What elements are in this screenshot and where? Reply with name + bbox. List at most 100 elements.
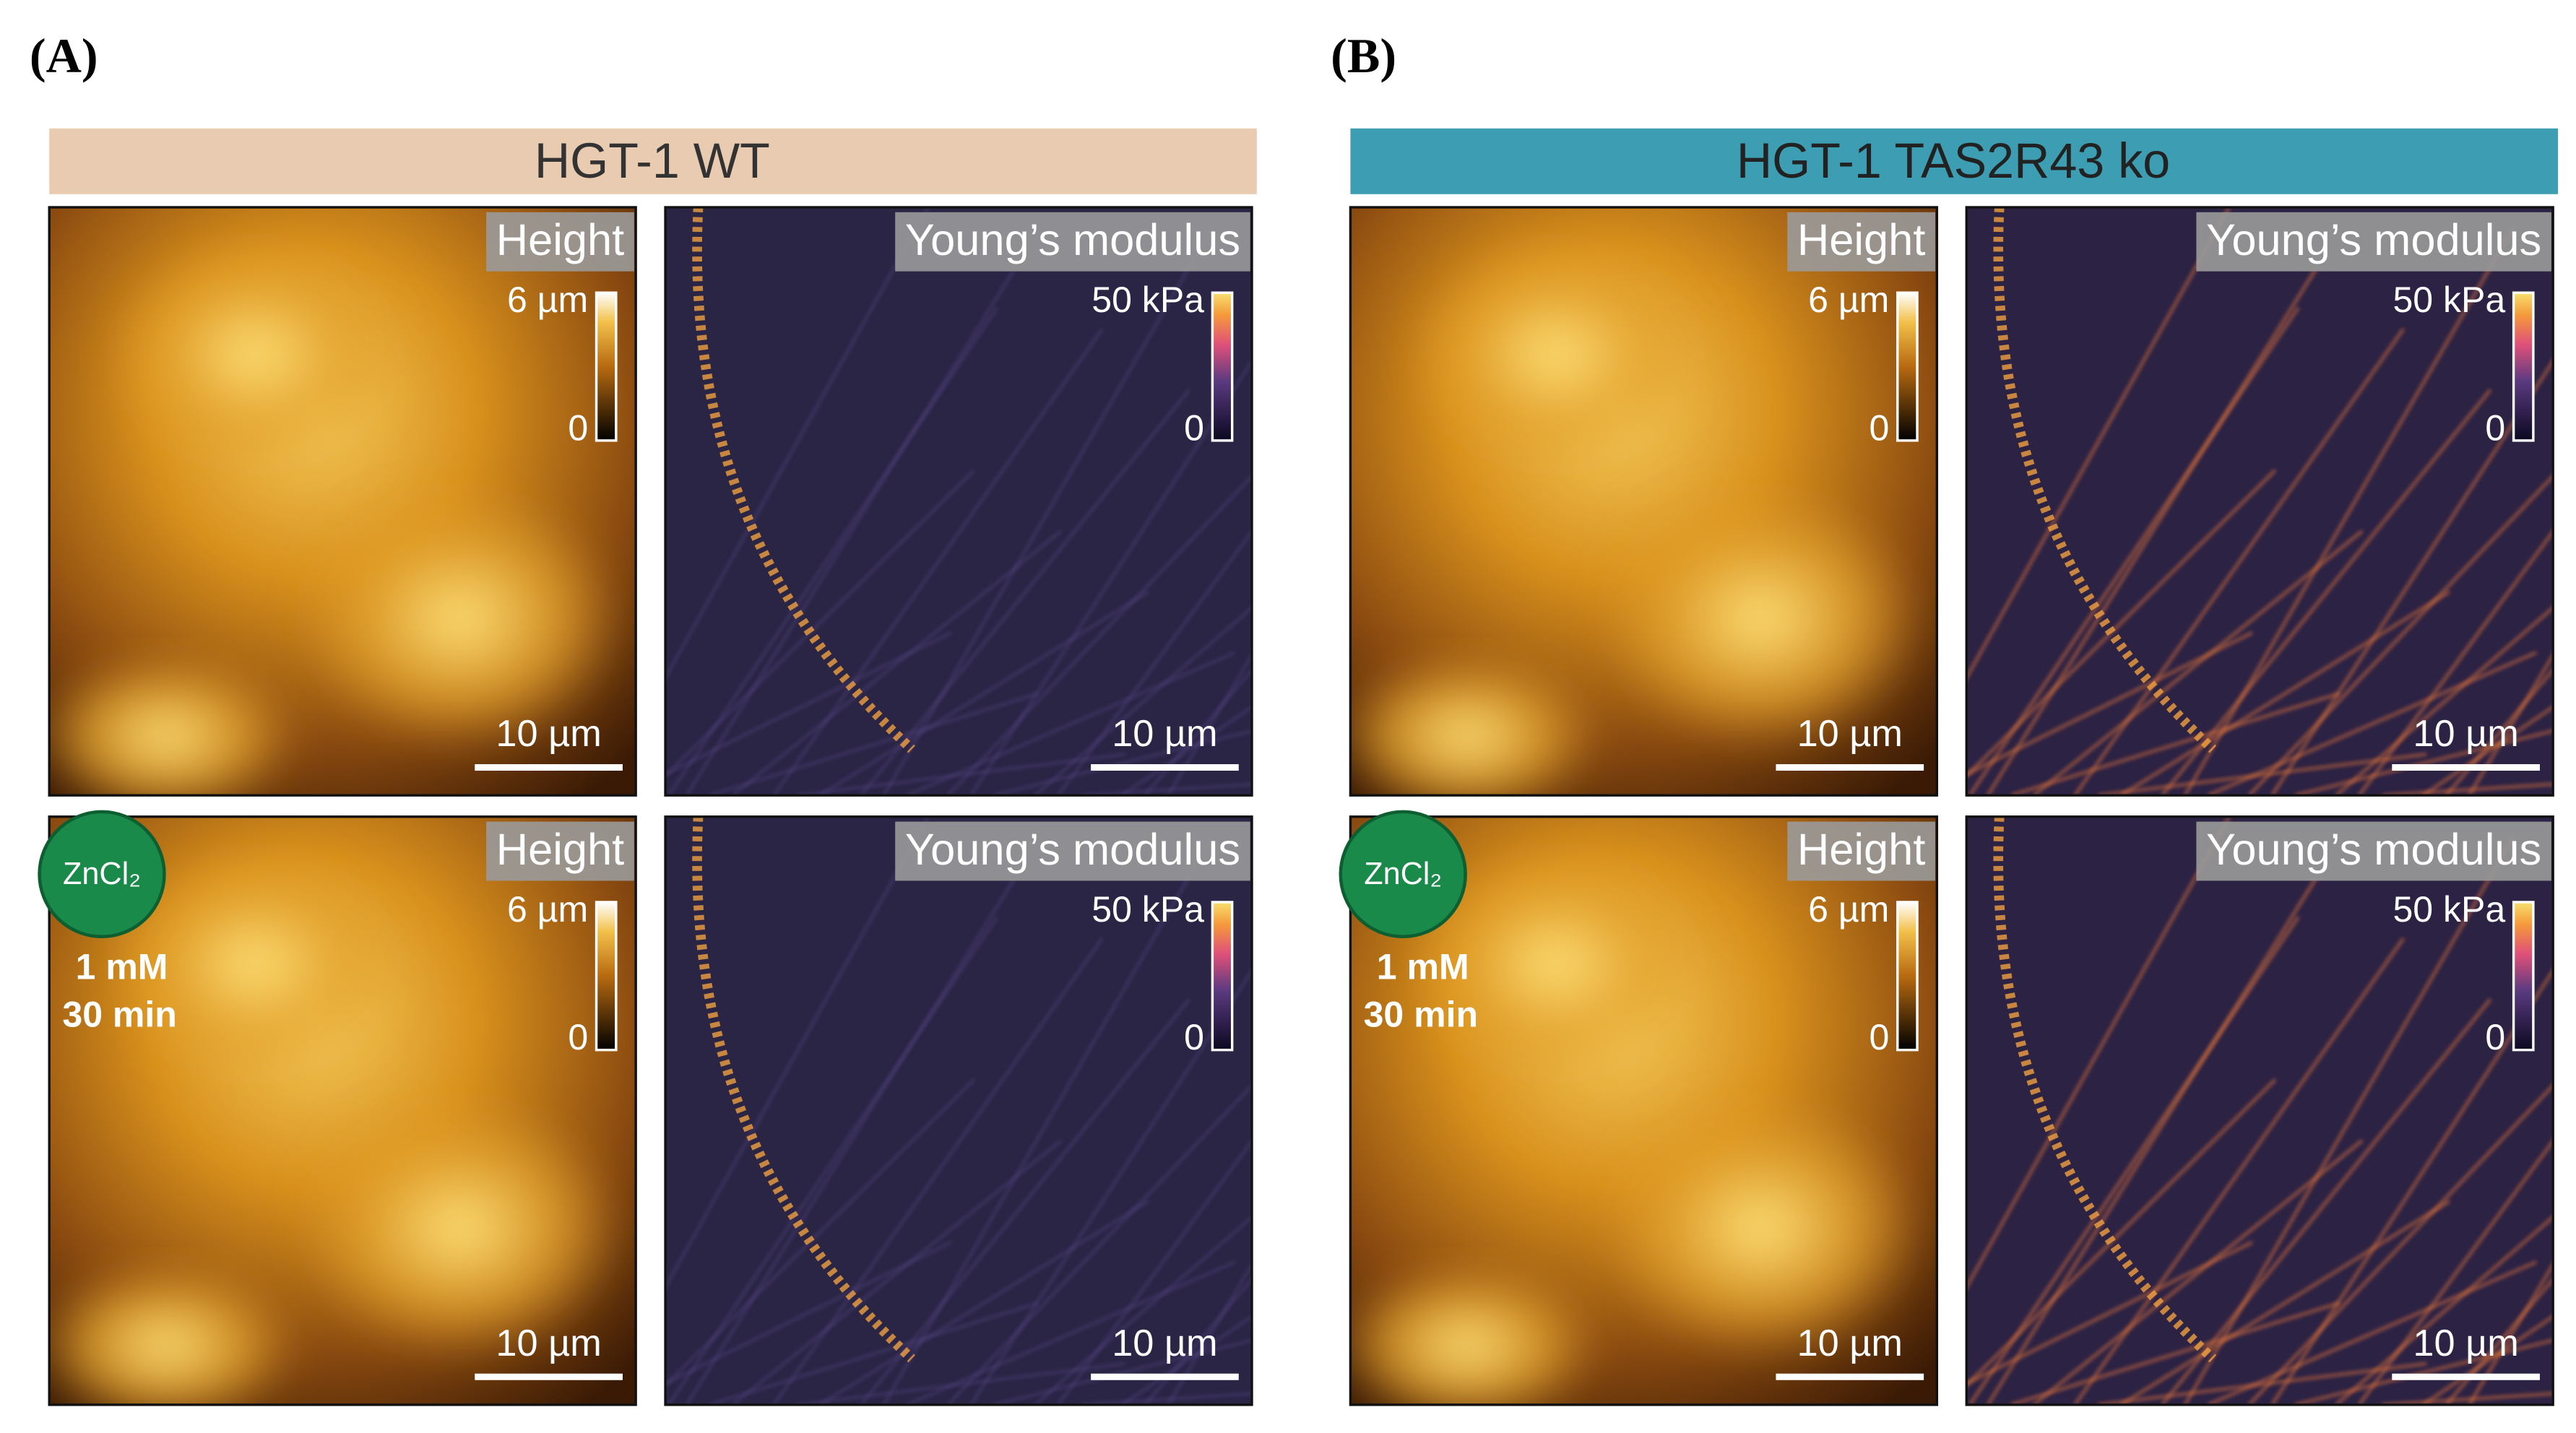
fiber	[1081, 1392, 1252, 1405]
fiber	[665, 207, 930, 680]
fiber	[709, 1302, 1039, 1405]
image-title: Height	[496, 825, 624, 875]
title-box	[2196, 212, 2551, 272]
title-box	[895, 821, 1250, 881]
image-title: Young’s modulus	[2206, 215, 2541, 265]
image-title: Height	[1797, 215, 1925, 265]
fiber	[1144, 1277, 1252, 1405]
scale-bar-label: 10 µm	[496, 1322, 601, 1364]
header-title: HGT-1 WT	[535, 134, 770, 189]
fiber	[1167, 1262, 1252, 1405]
title-box	[2196, 821, 2551, 881]
colorbar-max: 6 µm	[1808, 889, 1889, 930]
fiber	[1034, 1215, 1252, 1405]
treatment-duration: 30 min	[1364, 994, 1478, 1034]
fiber	[2247, 1083, 2554, 1405]
cell-edge	[1993, 816, 2217, 1363]
cell-blob	[49, 1263, 298, 1405]
afm-image: Young’s modulus 50 kPa 0 10 µm	[664, 815, 1253, 1406]
image-title: Young’s modulus	[905, 215, 1240, 265]
scale-bar-label: 10 µm	[2413, 713, 2518, 755]
header-title: HGT-1 TAS2R43 ko	[1737, 134, 2170, 189]
fiber	[2294, 729, 2554, 796]
fiber	[993, 1338, 1252, 1405]
cell-blob	[1350, 654, 1599, 796]
fiber	[2270, 358, 2554, 796]
cell-blob	[49, 654, 298, 796]
fiber	[2161, 997, 2492, 1405]
fiber	[686, 876, 1016, 1405]
afm-image: Height 6 µm 0 10 µm ZnCl₂ 1 mM 30 min	[38, 810, 637, 1406]
cell-blob	[1407, 239, 1704, 469]
colorbar-max: 50 kPa	[2393, 889, 2505, 930]
fiber	[2335, 605, 2554, 796]
image-content	[1350, 207, 1937, 796]
image-border	[1349, 815, 1939, 1406]
fiber	[2010, 691, 2341, 796]
image-border	[1965, 815, 2554, 1406]
fiber	[2357, 529, 2554, 796]
treatment-concentration: 1 mM	[1377, 946, 1469, 987]
colorbar	[1211, 901, 1234, 1052]
fiber	[2382, 782, 2554, 796]
fiber	[2097, 1361, 2427, 1405]
title-box	[486, 821, 634, 881]
image-border	[664, 815, 1253, 1406]
fiber	[818, 1200, 1149, 1405]
cell-blob	[1350, 1263, 1599, 1405]
image-title: Young’s modulus	[2206, 825, 2541, 875]
scale-bar-label: 10 µm	[1797, 713, 1903, 755]
fiber	[906, 1260, 1236, 1405]
colorbar-max: 50 kPa	[1092, 280, 1204, 320]
fiber	[2468, 1261, 2554, 1405]
fiber	[1968, 306, 2300, 796]
fiber	[2335, 1215, 2554, 1405]
fiber	[818, 590, 1149, 796]
image-content	[1966, 816, 2554, 1405]
fiber	[2033, 529, 2364, 796]
fiber	[2010, 1301, 2341, 1405]
fiber	[796, 1362, 1126, 1405]
colorbar-min: 0	[1184, 1017, 1204, 1057]
colorbar-max: 6 µm	[507, 889, 588, 930]
fiber	[2382, 1392, 2554, 1405]
fiber	[969, 968, 1252, 1405]
header-bar	[49, 128, 1257, 194]
image-border	[48, 815, 637, 1406]
colorbar	[1896, 901, 1919, 1052]
fiber	[2468, 652, 2554, 796]
fiber	[946, 1083, 1252, 1405]
fiber	[667, 306, 998, 796]
fiber	[2445, 667, 2554, 796]
fiber	[2033, 1138, 2364, 1405]
fiber	[2445, 1276, 2554, 1405]
header-bar	[1350, 128, 2558, 194]
colorbar-max: 50 kPa	[2393, 280, 2505, 320]
scale-bar-label: 10 µm	[1112, 1322, 1217, 1364]
colorbar	[2512, 291, 2535, 442]
image-content	[49, 207, 636, 796]
cell-edge	[692, 207, 915, 753]
colorbar-min: 0	[2485, 408, 2505, 449]
fiber	[2119, 1199, 2451, 1405]
afm-image: Young’s modulus 50 kPa 0 10 µm	[1965, 206, 2554, 797]
colorbar-min: 0	[568, 408, 588, 449]
treatment-badge	[38, 810, 166, 939]
fiber	[2183, 226, 2515, 796]
image-content	[1966, 207, 2554, 796]
image-content	[665, 816, 1252, 1405]
fiber	[1144, 667, 1252, 796]
colorbar	[1896, 291, 1919, 442]
fiber	[667, 916, 998, 1405]
afm-image: Height 6 µm 0 10 µm	[1349, 206, 1939, 797]
fiber	[2183, 835, 2515, 1405]
treatment-compound: ZnCl₂	[63, 857, 141, 891]
scale-bar-label: 10 µm	[1112, 713, 1217, 755]
colorbar-min: 0	[1184, 408, 1204, 449]
fiber	[2247, 474, 2554, 796]
fiber	[1968, 916, 2300, 1405]
fiber	[1966, 1240, 2253, 1386]
panel-label: (A)	[30, 28, 98, 83]
scale-bar-label: 10 µm	[2413, 1322, 2518, 1364]
